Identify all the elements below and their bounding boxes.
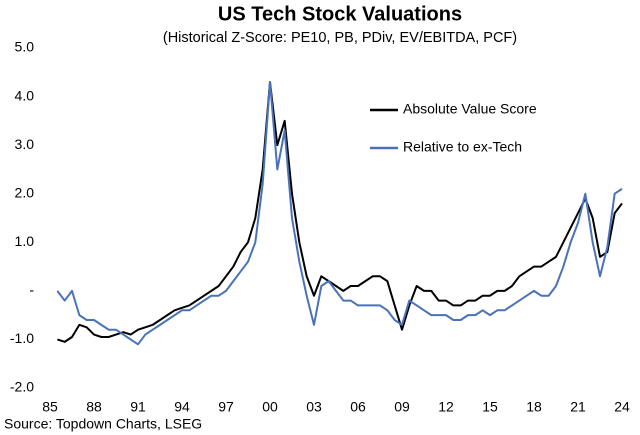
chart-subtitle: (Historical Z-Score: PE10, PB, PDiv, EV/… bbox=[163, 30, 517, 46]
x-tick-label: 03 bbox=[306, 399, 322, 415]
x-tick-label: 06 bbox=[350, 399, 366, 415]
y-tick-label: 1.0 bbox=[15, 233, 35, 249]
x-tick-label: 00 bbox=[262, 399, 278, 415]
y-tick-label: -2.0 bbox=[10, 379, 34, 395]
series-line bbox=[57, 81, 623, 343]
source-note: Source: Topdown Charts, LSEG bbox=[4, 416, 202, 432]
legend-label: Relative to ex-Tech bbox=[403, 139, 522, 155]
x-tick-label: 18 bbox=[526, 399, 542, 415]
x-tick-label: 97 bbox=[218, 399, 234, 415]
x-tick-label: 24 bbox=[614, 399, 630, 415]
y-tick-label: 5.0 bbox=[15, 39, 35, 55]
x-tick-label: 85 bbox=[42, 399, 58, 415]
chart-title: US Tech Stock Valuations bbox=[218, 3, 462, 25]
y-tick-label: - bbox=[29, 282, 34, 298]
x-tick-label: 15 bbox=[482, 399, 498, 415]
y-tick-label: -1.0 bbox=[10, 330, 34, 346]
series-line bbox=[56, 81, 623, 346]
y-tick-label: 3.0 bbox=[15, 136, 35, 152]
x-tick-label: 09 bbox=[394, 399, 410, 415]
y-tick-label: 2.0 bbox=[15, 184, 35, 200]
y-tick-label: 4.0 bbox=[15, 87, 35, 103]
x-tick-label: 21 bbox=[570, 399, 586, 415]
legend-label: Absolute Value Score bbox=[403, 101, 537, 117]
x-tick-label: 12 bbox=[438, 399, 454, 415]
x-tick-label: 94 bbox=[174, 399, 190, 415]
x-tick-label: 88 bbox=[86, 399, 102, 415]
x-tick-label: 91 bbox=[130, 399, 146, 415]
